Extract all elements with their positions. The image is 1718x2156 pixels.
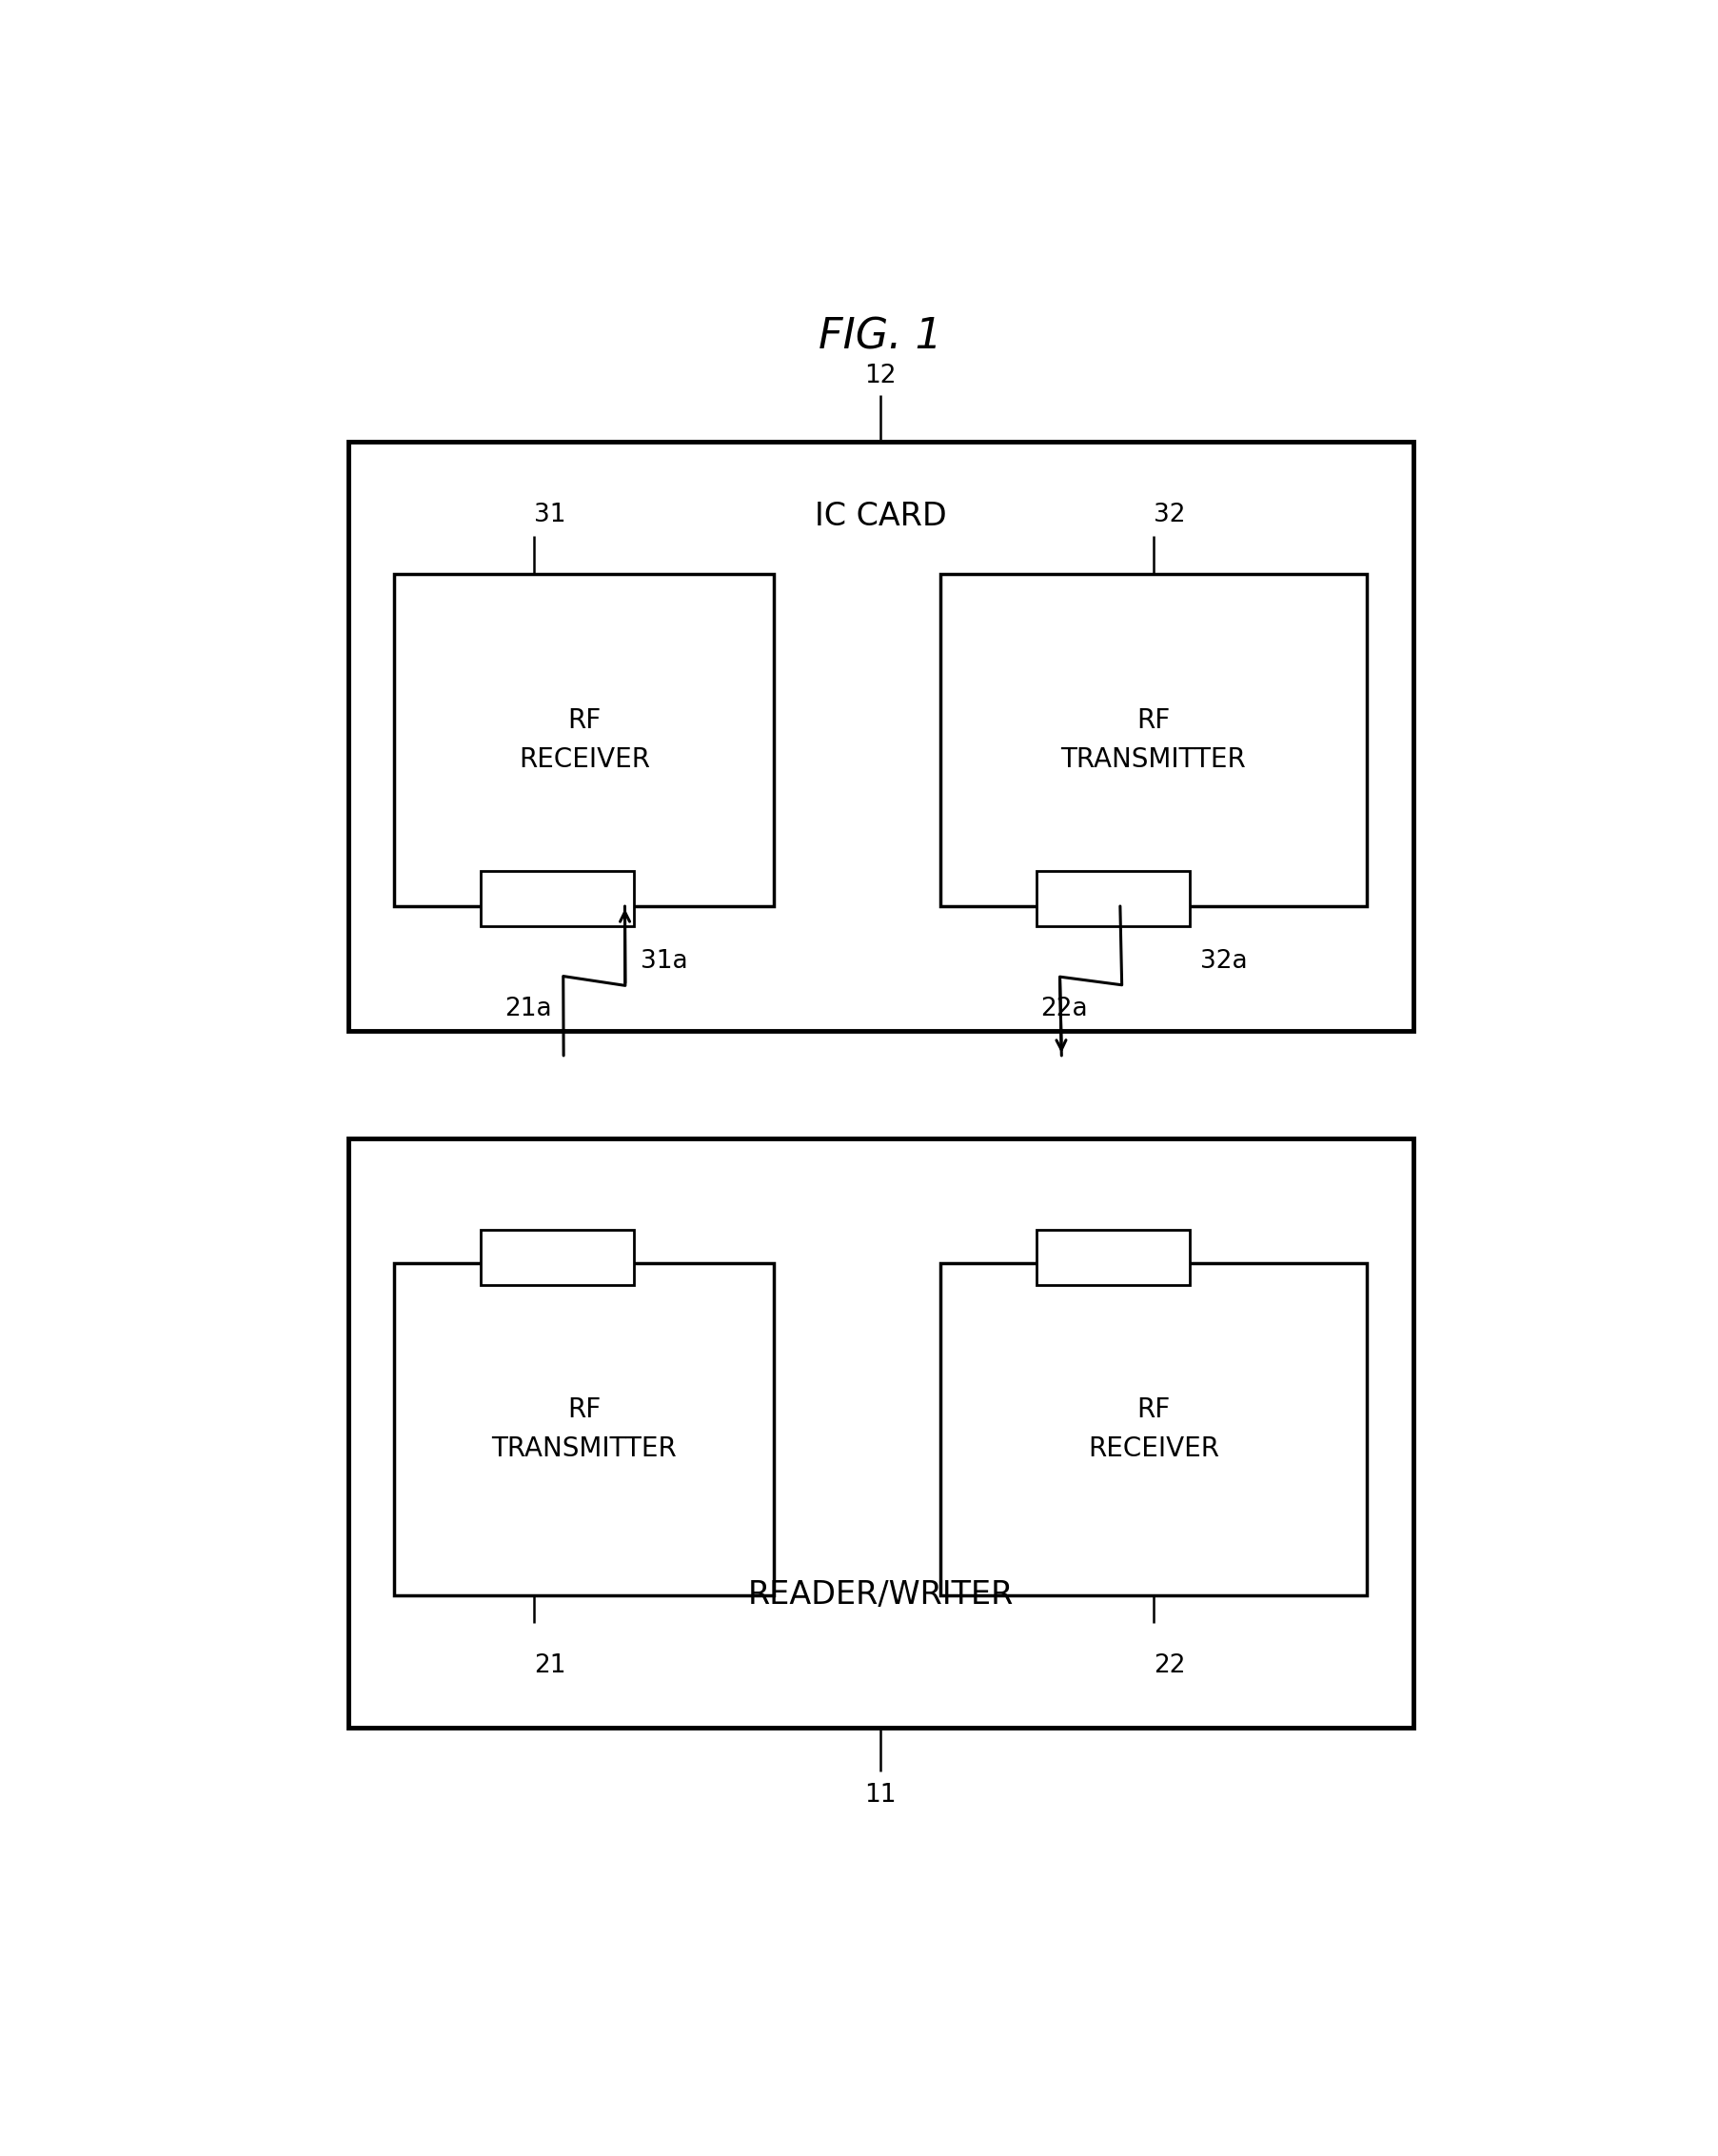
Bar [940,573,1366,906]
Bar [395,1263,773,1595]
Bar [349,442,1414,1031]
Text: RF
RECEIVER: RF RECEIVER [1087,1397,1220,1462]
Text: RF
TRANSMITTER: RF TRANSMITTER [491,1397,677,1462]
Text: 11: 11 [864,1783,897,1807]
Text: 22a: 22a [1041,996,1087,1022]
Bar [349,1138,1414,1727]
Bar [481,871,634,927]
Text: 32: 32 [1153,502,1185,528]
Text: RF
TRANSMITTER: RF TRANSMITTER [1060,707,1246,774]
Bar [395,573,773,906]
Bar [1036,1229,1189,1285]
Text: 31a: 31a [641,949,687,972]
Text: IC CARD: IC CARD [814,500,947,533]
Text: READER/WRITER: READER/WRITER [747,1580,1014,1611]
Text: 21a: 21a [505,996,551,1022]
Text: 32a: 32a [1201,949,1247,972]
Bar [1036,871,1189,927]
Text: 12: 12 [864,364,897,388]
Text: FIG. 1: FIG. 1 [819,317,941,358]
Text: 21: 21 [534,1654,567,1677]
Text: RF
RECEIVER: RF RECEIVER [519,707,649,774]
Text: 31: 31 [534,502,567,528]
Text: 22: 22 [1153,1654,1185,1677]
Bar [940,1263,1366,1595]
Bar [481,1229,634,1285]
